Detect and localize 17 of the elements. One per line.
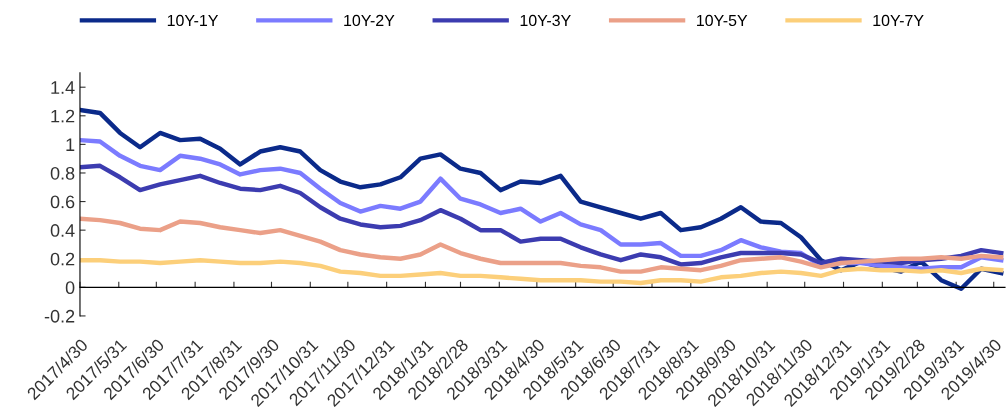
legend-label: 10Y-1Y (167, 14, 219, 27)
y-tick-label: 1 (66, 138, 75, 151)
y-tick-label: 1.4 (51, 81, 75, 94)
line-series (79, 257, 1004, 286)
y-tick-label: 0.6 (50, 195, 75, 209)
legend-label: 10Y-7Y (873, 14, 924, 27)
line-series (79, 163, 1004, 267)
legend-label: 10Y-2Y (344, 14, 395, 27)
y-tick-label: -0.2 (44, 309, 75, 323)
y-tick-label: 0 (65, 281, 75, 295)
legend-label: 10Y-5Y (697, 14, 748, 27)
line-series (79, 216, 1004, 274)
y-tick-label: 1.2 (51, 109, 75, 123)
y-tick-label: 0.4 (50, 224, 75, 237)
legend-label: 10Y-3Y (520, 14, 571, 27)
y-tick-label: 0.2 (50, 252, 75, 266)
y-tick-label: 0.8 (50, 166, 75, 180)
